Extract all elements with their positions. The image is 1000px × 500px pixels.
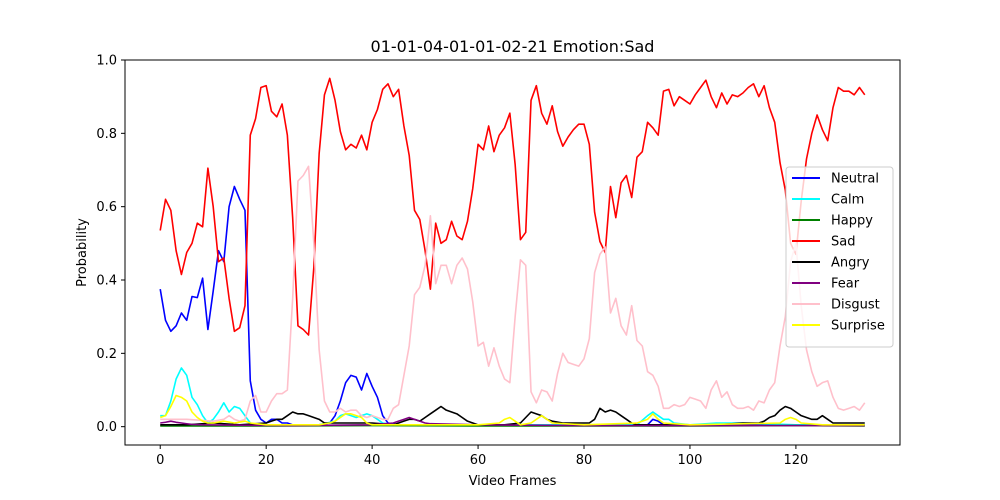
legend-label-calm: Calm (831, 193, 864, 208)
x-tick-label: 20 (258, 453, 275, 468)
legend-label-happy: Happy (831, 214, 873, 229)
legend-label-fear: Fear (831, 277, 860, 292)
y-axis-label: Probability (75, 218, 90, 287)
x-tick-label: 40 (364, 453, 381, 468)
y-tick-label: 0.4 (96, 274, 117, 289)
legend-label-neutral: Neutral (831, 172, 879, 187)
legend-box (785, 166, 894, 348)
y-tick-label: 0.0 (96, 420, 117, 435)
plot-background (125, 60, 900, 445)
x-tick-label: 60 (470, 453, 487, 468)
legend: Neutral Calm Happy Sad Angry Fear Disgust Surpr… (785, 166, 894, 348)
series-layer (159, 77, 866, 427)
x-tick-label: 80 (576, 453, 593, 468)
x-tick-label: 120 (783, 453, 808, 468)
y-tick-label: 1.0 (96, 54, 117, 69)
legend-label-sad: Sad (831, 235, 855, 250)
x-tick-label: 0 (156, 453, 164, 468)
series-line-disgust (160, 165, 866, 422)
series-line-angry (160, 405, 865, 426)
series-line-surprise (159, 394, 865, 426)
series-line-sad (159, 77, 866, 336)
chart-title: 01-01-04-01-01-02-21 Emotion:Sad (371, 37, 655, 56)
y-tick-label: 0.6 (96, 200, 117, 215)
x-tick-label: 100 (678, 453, 703, 468)
legend-label-disgust: Disgust (831, 298, 880, 313)
y-tick-label: 0.8 (96, 127, 117, 142)
series-line-calm (160, 367, 865, 426)
plot-frame (124, 59, 901, 446)
x-axis-ticks: 0 20 40 60 80 100 120 (156, 445, 808, 468)
y-tick-label: 0.2 (96, 347, 117, 362)
plot-area (124, 59, 901, 446)
legend-label-surprise: Surprise (831, 319, 885, 334)
legend-label-angry: Angry (831, 256, 870, 271)
x-axis-label: Video Frames (469, 474, 557, 489)
series-line-fear (160, 416, 865, 427)
y-axis-ticks: 0.0 0.2 0.4 0.6 0.8 1.0 (96, 54, 125, 435)
